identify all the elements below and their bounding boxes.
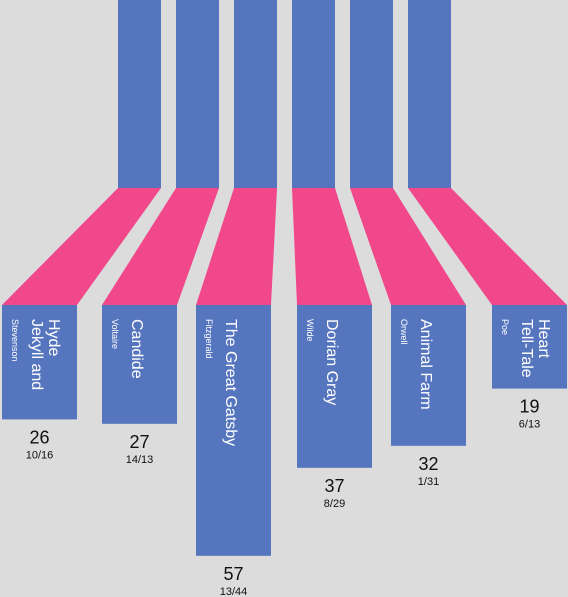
connector-ribbon — [292, 188, 372, 305]
top-column-bar — [408, 0, 451, 188]
book-title-label: Candide — [128, 319, 145, 379]
top-column-bar — [292, 0, 335, 188]
book-group-1: Jekyll and Hyde Stevenson 26 10/16 — [2, 0, 161, 461]
connector-ribbon — [2, 188, 161, 305]
book-title-label: Tell-Tale — [518, 319, 535, 378]
top-column-bar — [176, 0, 219, 188]
value-bar — [297, 305, 372, 468]
connector-ribbon — [350, 188, 466, 305]
book-group-4: Dorian Gray Wilde 37 8/29 — [292, 0, 372, 510]
top-column-bar — [350, 0, 393, 188]
bar-label-group: Jekyll and Hyde Stevenson — [10, 319, 62, 390]
book-title-label: Jekyll and — [28, 319, 45, 390]
value-label: 37 — [324, 476, 344, 496]
value-label: 27 — [129, 432, 149, 452]
value-label: 26 — [29, 427, 49, 447]
book-title-label: Dorian Gray — [323, 319, 340, 405]
bar-label-group: Candide Voltaire — [110, 319, 145, 379]
book-author-label: Fitzgerald — [204, 319, 214, 359]
sub-label: 13/44 — [220, 586, 248, 597]
value-label: 32 — [418, 454, 438, 474]
book-group-6: Tell-Tale Heart Poe 19 6/13 — [408, 0, 567, 431]
book-author-label: Wilde — [305, 319, 315, 342]
book-author-label: Poe — [500, 319, 510, 335]
book-group-5: Animal Farm Orwell 32 1/31 — [350, 0, 466, 488]
sub-label: 1/31 — [418, 476, 439, 488]
book-title-label: Animal Farm — [417, 319, 434, 410]
value-label: 57 — [223, 564, 243, 584]
sub-label: 14/13 — [126, 454, 154, 466]
value-bar — [102, 305, 177, 424]
sub-label: 6/13 — [519, 419, 540, 431]
top-column-bar — [118, 0, 161, 188]
book-title-label: Hyde — [45, 319, 62, 356]
sub-label: 10/16 — [26, 449, 54, 461]
book-group-3: The Great Gatsby Fitzgerald 57 13/44 — [196, 0, 277, 597]
connector-ribbon — [408, 188, 567, 305]
connector-ribbon — [102, 188, 219, 305]
value-label: 19 — [519, 397, 539, 417]
value-bar — [391, 305, 466, 446]
book-author-label: Stevenson — [10, 319, 20, 362]
book-title-label: Heart — [535, 319, 552, 359]
value-bar — [196, 305, 271, 556]
value-bar — [492, 305, 567, 389]
book-author-label: Orwell — [399, 319, 409, 345]
bar-label-group: Dorian Gray Wilde — [305, 319, 340, 405]
book-title-label: The Great Gatsby — [222, 319, 239, 446]
book-author-label: Voltaire — [110, 319, 120, 349]
book-group-2: Candide Voltaire 27 14/13 — [102, 0, 219, 466]
bar-label-group: The Great Gatsby Fitzgerald — [204, 319, 239, 446]
bar-label-group: Animal Farm Orwell — [399, 319, 434, 410]
sub-label: 8/29 — [324, 498, 345, 510]
bar-label-group: Tell-Tale Heart Poe — [500, 319, 552, 378]
connector-ribbon — [196, 188, 277, 305]
top-column-bar — [234, 0, 277, 188]
value-bar — [2, 305, 77, 420]
